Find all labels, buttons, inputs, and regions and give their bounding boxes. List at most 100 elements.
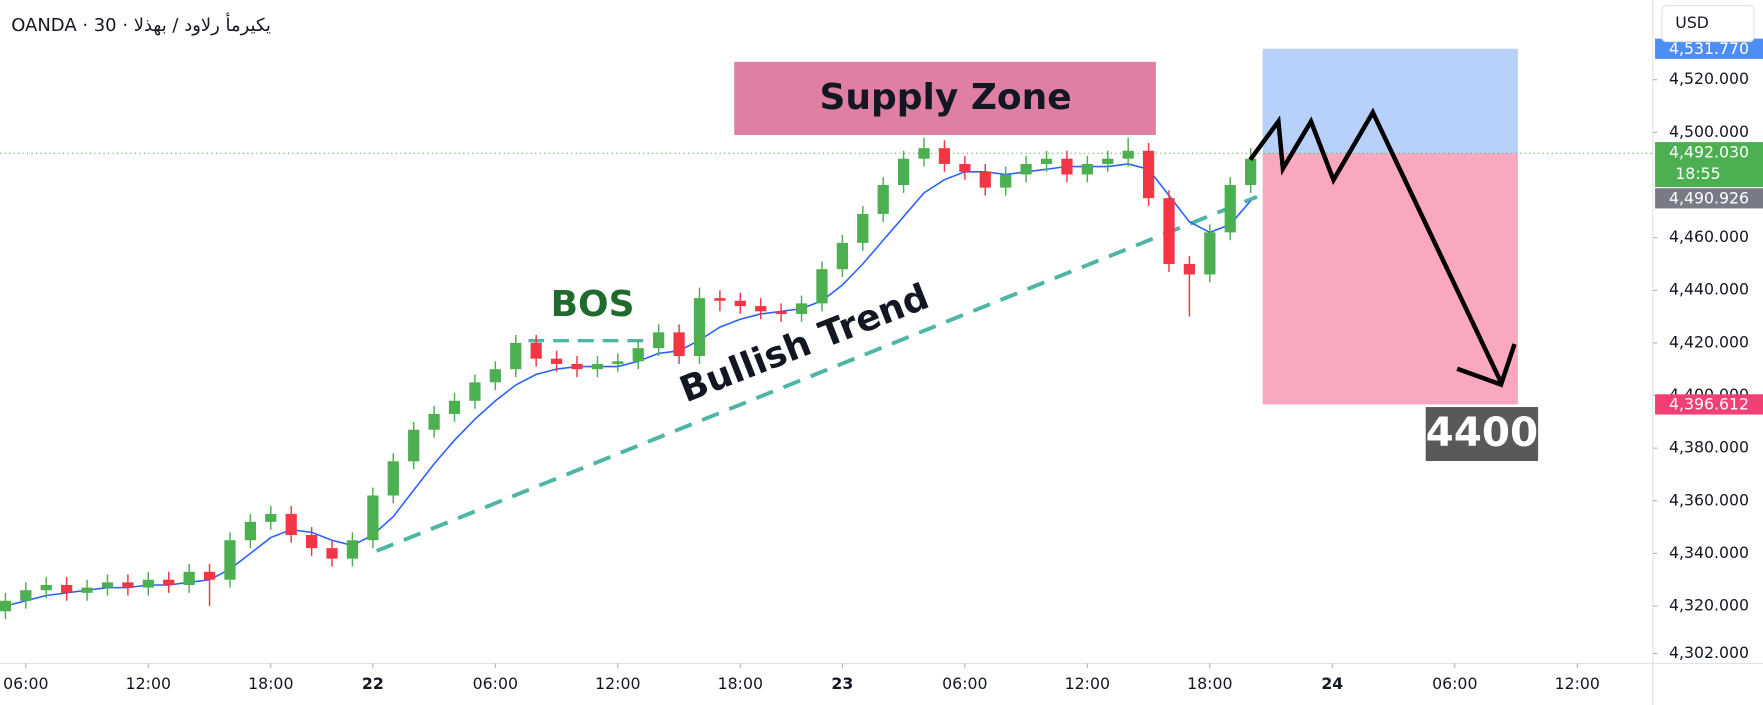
stop-zone xyxy=(1262,48,1518,154)
price-tag-label: 4,492.030 xyxy=(1669,142,1749,161)
currency-button[interactable]: USD xyxy=(1661,5,1755,43)
candle-body xyxy=(857,213,869,243)
candle-body xyxy=(795,303,808,314)
candle-body xyxy=(285,513,297,535)
x-tick-label: 24 xyxy=(1321,674,1343,693)
price-tag xyxy=(1655,142,1763,188)
price-tag-label: 4,531.770 xyxy=(1669,39,1749,58)
candle-body xyxy=(1040,158,1053,164)
candle-body xyxy=(122,582,134,588)
candle-body xyxy=(591,363,604,370)
y-tick-label: 4,440.000 xyxy=(1669,280,1749,299)
y-tick-label: 4,320.000 xyxy=(1669,596,1749,615)
price-tag xyxy=(1655,394,1763,415)
candle-body xyxy=(1163,198,1175,264)
candle-body xyxy=(714,298,726,301)
candle-body xyxy=(673,332,685,357)
x-tick-label: 22 xyxy=(362,674,384,693)
x-tick-label: 12:00 xyxy=(1555,674,1600,693)
projection-arrow xyxy=(1248,107,1504,384)
candle-body xyxy=(959,163,971,172)
y-tick-label: 4,302.000 xyxy=(1669,643,1749,662)
drawings-over: 4400 xyxy=(1248,107,1539,462)
countdown: 18:55 xyxy=(1675,164,1720,183)
candle-body xyxy=(1183,263,1196,275)
y-tick-label: 4,360.000 xyxy=(1669,490,1749,509)
candle-body xyxy=(408,429,420,462)
y-tick-label: 4,460.000 xyxy=(1669,227,1749,246)
x-tick-label: 06:00 xyxy=(942,674,987,693)
price-tag xyxy=(1655,188,1763,209)
candle-body xyxy=(346,540,359,559)
candle-body xyxy=(898,158,910,185)
x-tick-label: 12:00 xyxy=(126,674,171,693)
candle-body xyxy=(918,148,930,159)
candle-body xyxy=(224,540,236,580)
candle-body xyxy=(489,369,501,383)
price-tag xyxy=(1655,38,1763,59)
candle-body xyxy=(1142,150,1155,199)
x-tick-label: 06:00 xyxy=(473,674,518,693)
currency-label[interactable]: USD xyxy=(1675,13,1709,32)
x-tick-label: 23 xyxy=(831,674,853,693)
candle-body xyxy=(1020,163,1032,175)
price-tag-label: 4,490.926 xyxy=(1669,188,1749,207)
candle-body xyxy=(448,400,461,414)
axes: 4,302.000 4,320.000 4,340.000 4,360.000 4,38… xyxy=(3,38,1763,693)
supply-zone-label: Supply Zone xyxy=(820,77,1072,118)
x-tick-label: 12:00 xyxy=(595,674,640,693)
candle-body xyxy=(40,584,52,591)
x-tick-label: 18:00 xyxy=(1187,674,1232,693)
candle-body xyxy=(734,300,746,307)
candle-body xyxy=(632,348,644,362)
price-tag-label: 4,396.612 xyxy=(1669,394,1749,413)
candle-body xyxy=(979,171,991,188)
candle-body xyxy=(1081,163,1093,175)
y-tick-label: 4,380.000 xyxy=(1669,438,1749,457)
candle-body xyxy=(693,298,706,357)
candle-body xyxy=(469,382,481,401)
candle-body xyxy=(571,363,583,370)
symbol-title: OANDA · 30 · يكيرمأ رلاود / بهذلا xyxy=(11,12,271,36)
candle-body xyxy=(550,358,563,364)
y-tick-label: 4,520.000 xyxy=(1669,69,1749,88)
candle-body xyxy=(20,590,32,601)
candle-body xyxy=(142,579,154,588)
candle-body xyxy=(877,184,889,214)
candle-body xyxy=(755,306,767,312)
candle-body xyxy=(1204,232,1216,275)
candle-body xyxy=(387,461,399,496)
arrow-head xyxy=(1456,343,1517,388)
target-box xyxy=(1425,407,1539,462)
candle-body xyxy=(203,571,216,580)
candle-body xyxy=(938,148,951,164)
candle-body xyxy=(1224,184,1236,233)
candle-body xyxy=(61,584,73,593)
candle-body xyxy=(101,582,114,588)
supply-zone-box xyxy=(734,61,1156,135)
candle-body xyxy=(0,600,12,612)
currency-button-box[interactable] xyxy=(1661,5,1755,43)
candle-body xyxy=(1122,150,1134,159)
candle-body xyxy=(183,571,195,585)
candle-body xyxy=(1102,158,1114,164)
plot xyxy=(0,137,1257,620)
candle-body xyxy=(1245,158,1257,185)
candle-body xyxy=(81,587,93,593)
candle-body xyxy=(428,413,440,430)
target-label: 4400 xyxy=(1426,408,1539,456)
y-tick-label: 4,420.000 xyxy=(1669,332,1749,351)
candle-body xyxy=(163,579,175,585)
x-tick-label: 12:00 xyxy=(1065,674,1110,693)
candle-body xyxy=(836,242,849,270)
candle-body xyxy=(653,332,665,349)
x-tick-label: 06:00 xyxy=(1432,674,1477,693)
candle-body xyxy=(816,269,828,304)
candle-body xyxy=(530,342,542,359)
candle-body xyxy=(1061,158,1073,175)
bos-label: BOS xyxy=(551,284,635,325)
candle-body xyxy=(612,361,624,364)
candle-body xyxy=(775,311,787,314)
trend-line xyxy=(375,194,1258,553)
